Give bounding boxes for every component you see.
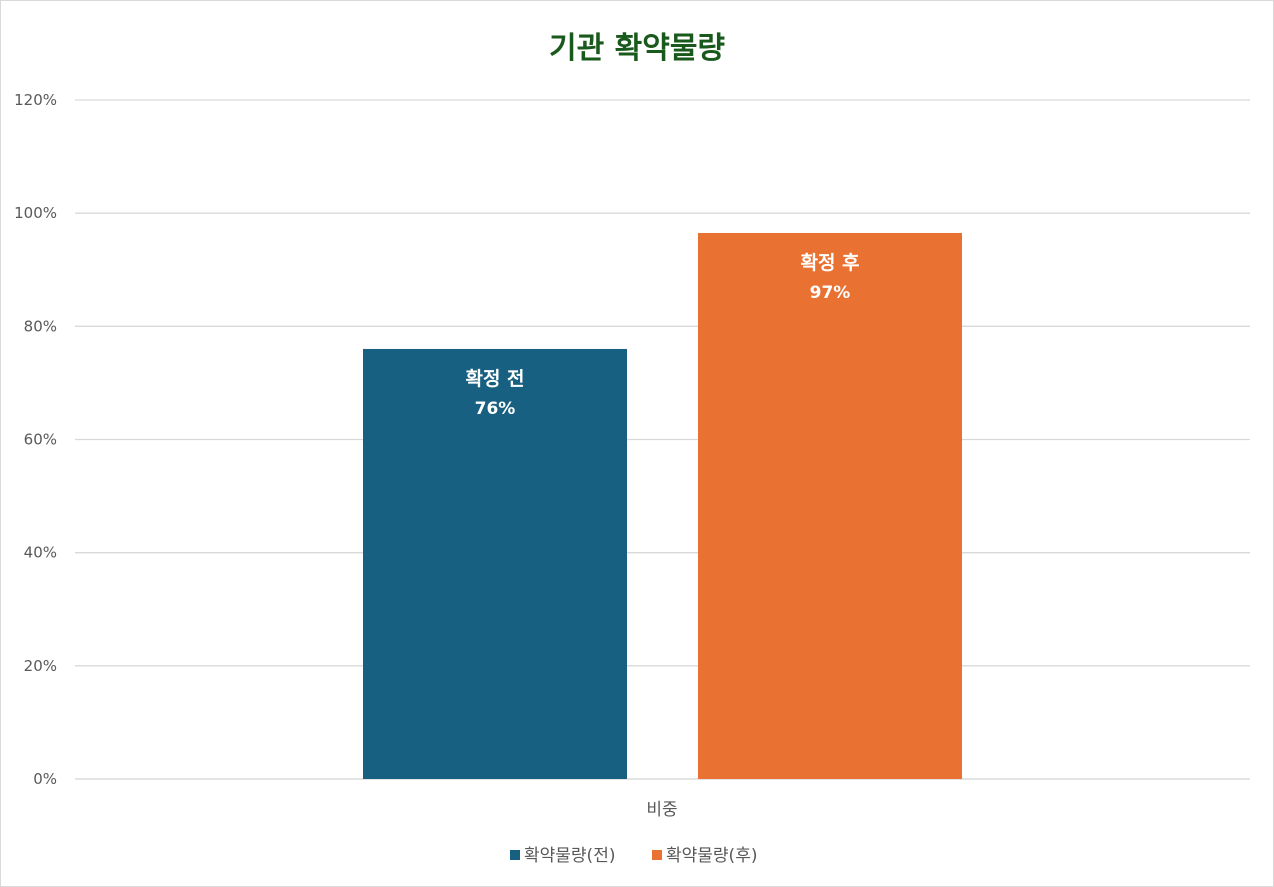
chart-title: 기관 확약물량 bbox=[549, 31, 725, 66]
y-tick-label: 120% bbox=[14, 91, 57, 109]
x-category-label: 비중 bbox=[646, 800, 677, 820]
legend-label: 확약물량(후) bbox=[666, 846, 757, 866]
bar-before bbox=[363, 348, 627, 779]
y-tick-label: 100% bbox=[14, 204, 57, 222]
bar-data-label-value: 76% bbox=[475, 399, 516, 419]
y-tick-label: 80% bbox=[24, 317, 57, 335]
bar-data-label-name: 확정 후 bbox=[800, 251, 859, 274]
y-tick-label: 20% bbox=[24, 657, 57, 675]
legend-label: 확약물량(전) bbox=[524, 846, 615, 866]
y-tick-label: 40% bbox=[24, 544, 57, 562]
bar-after bbox=[698, 232, 962, 780]
legend-swatch bbox=[652, 850, 662, 860]
legend-swatch bbox=[510, 850, 520, 860]
bar-data-label-name: 확정 전 bbox=[465, 367, 524, 390]
y-tick-label: 60% bbox=[24, 431, 57, 449]
bar-data-label-value: 97% bbox=[810, 283, 851, 303]
y-tick-label: 0% bbox=[33, 770, 57, 788]
